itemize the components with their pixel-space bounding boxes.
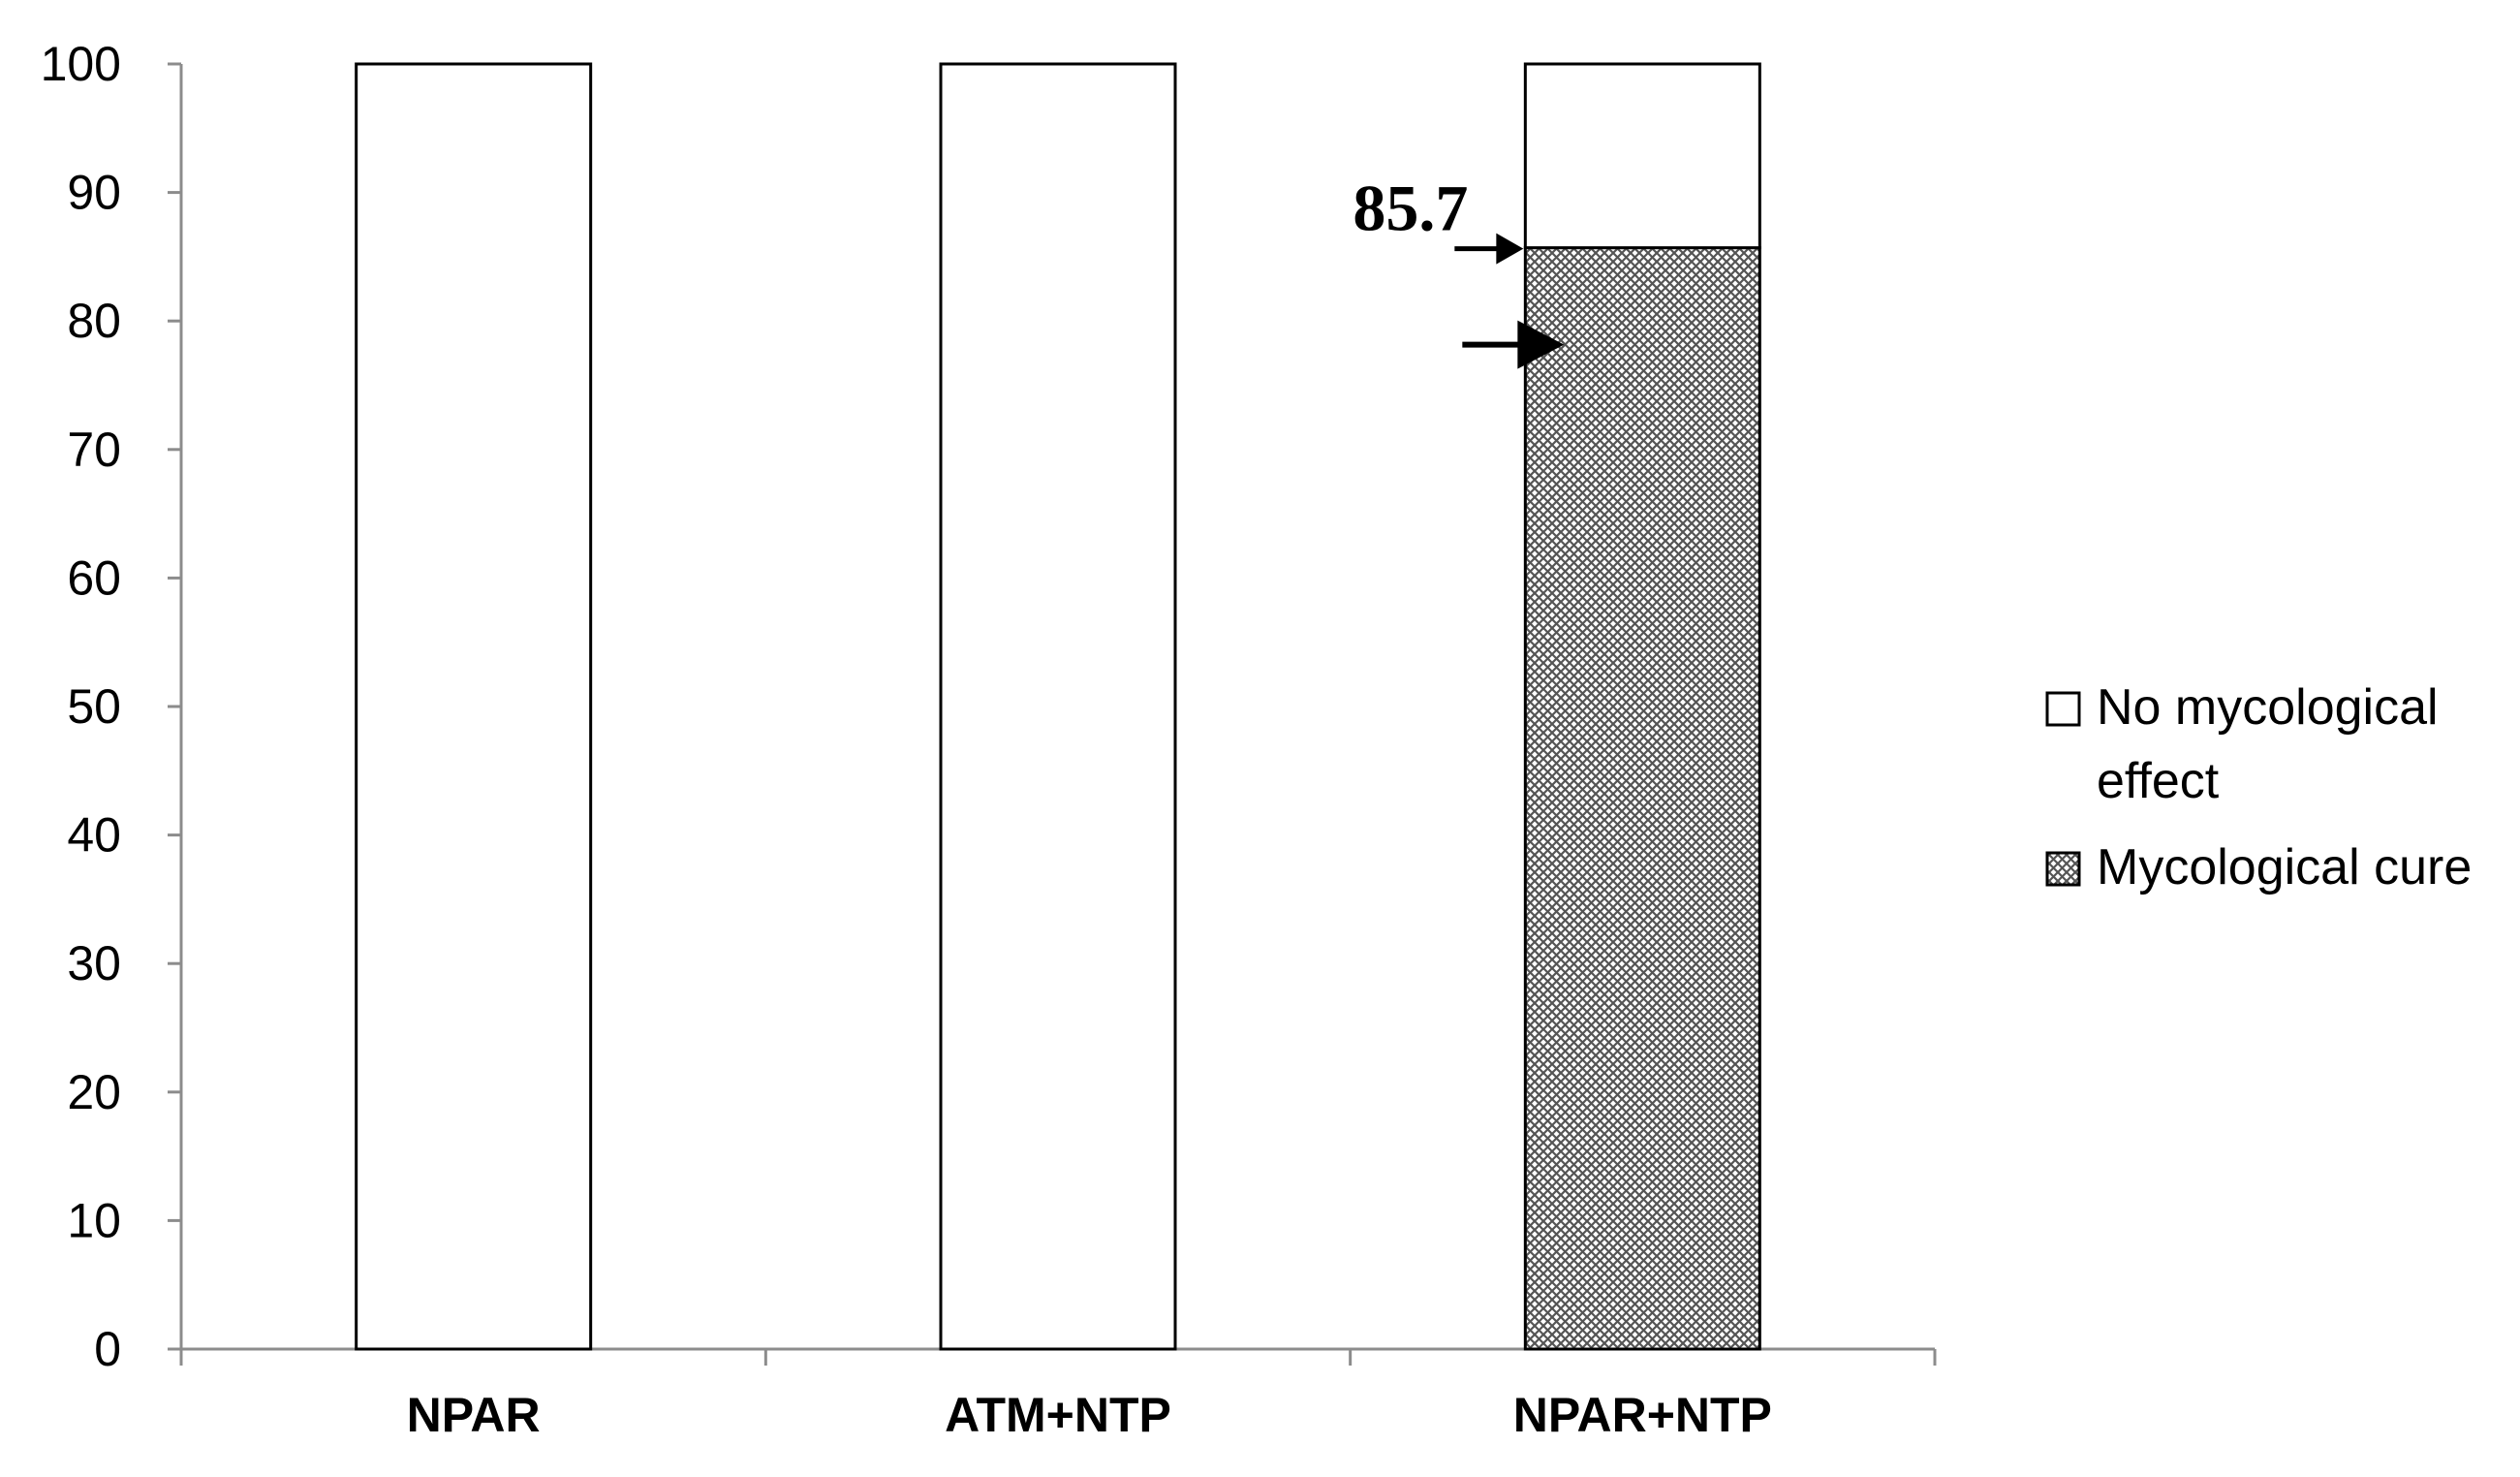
annotations: 85.7 xyxy=(1353,172,1565,369)
y-tick-label: 100 xyxy=(41,37,121,91)
legend-label-no-mycological-effect: No mycological xyxy=(2097,679,2439,736)
annotation-arrowhead xyxy=(1496,233,1524,265)
y-tick-label: 90 xyxy=(67,166,121,220)
axes: 0 10 20 30 40 50 60 70 80 90 100 NPAR ATM+NTP NPAR+NT… xyxy=(41,37,1937,1442)
y-tick-label: 10 xyxy=(67,1193,121,1247)
x-tick-label-npar-ntp: NPAR+NTP xyxy=(1513,1388,1772,1442)
y-tick-label: 20 xyxy=(67,1065,121,1119)
x-tick-label-npar: NPAR xyxy=(407,1388,541,1442)
bar-npar-ntp-mycological-cure xyxy=(1523,246,1761,1351)
annotation-arrowhead-2 xyxy=(1517,320,1565,369)
legend: No mycological effect Mycological cure xyxy=(2045,679,2472,896)
bar-npar-no-mycological-effect xyxy=(355,62,593,1351)
annotation-value-label: 85.7 xyxy=(1353,172,1468,245)
y-tick-label: 70 xyxy=(67,423,121,477)
y-tick-label: 0 xyxy=(94,1322,121,1376)
bars xyxy=(355,62,1761,1351)
legend-swatch-no-mycological-effect xyxy=(2045,691,2081,727)
bar-atm-ntp-no-mycological-effect xyxy=(939,62,1177,1351)
legend-swatch-mycological-cure xyxy=(2045,851,2081,887)
y-tick-label: 30 xyxy=(67,936,121,990)
y-tick-label: 60 xyxy=(67,550,121,605)
y-tick-label: 50 xyxy=(67,679,121,734)
legend-label-no-mycological-effect: effect xyxy=(2097,753,2220,809)
legend-label-mycological-cure: Mycological cure xyxy=(2097,839,2472,896)
y-tick-label: 40 xyxy=(67,808,121,863)
bar-npar-ntp-no-mycological-effect xyxy=(1523,62,1761,250)
x-tick-label-atm-ntp: ATM+NTP xyxy=(945,1388,1171,1442)
y-tick-label: 80 xyxy=(67,294,121,348)
